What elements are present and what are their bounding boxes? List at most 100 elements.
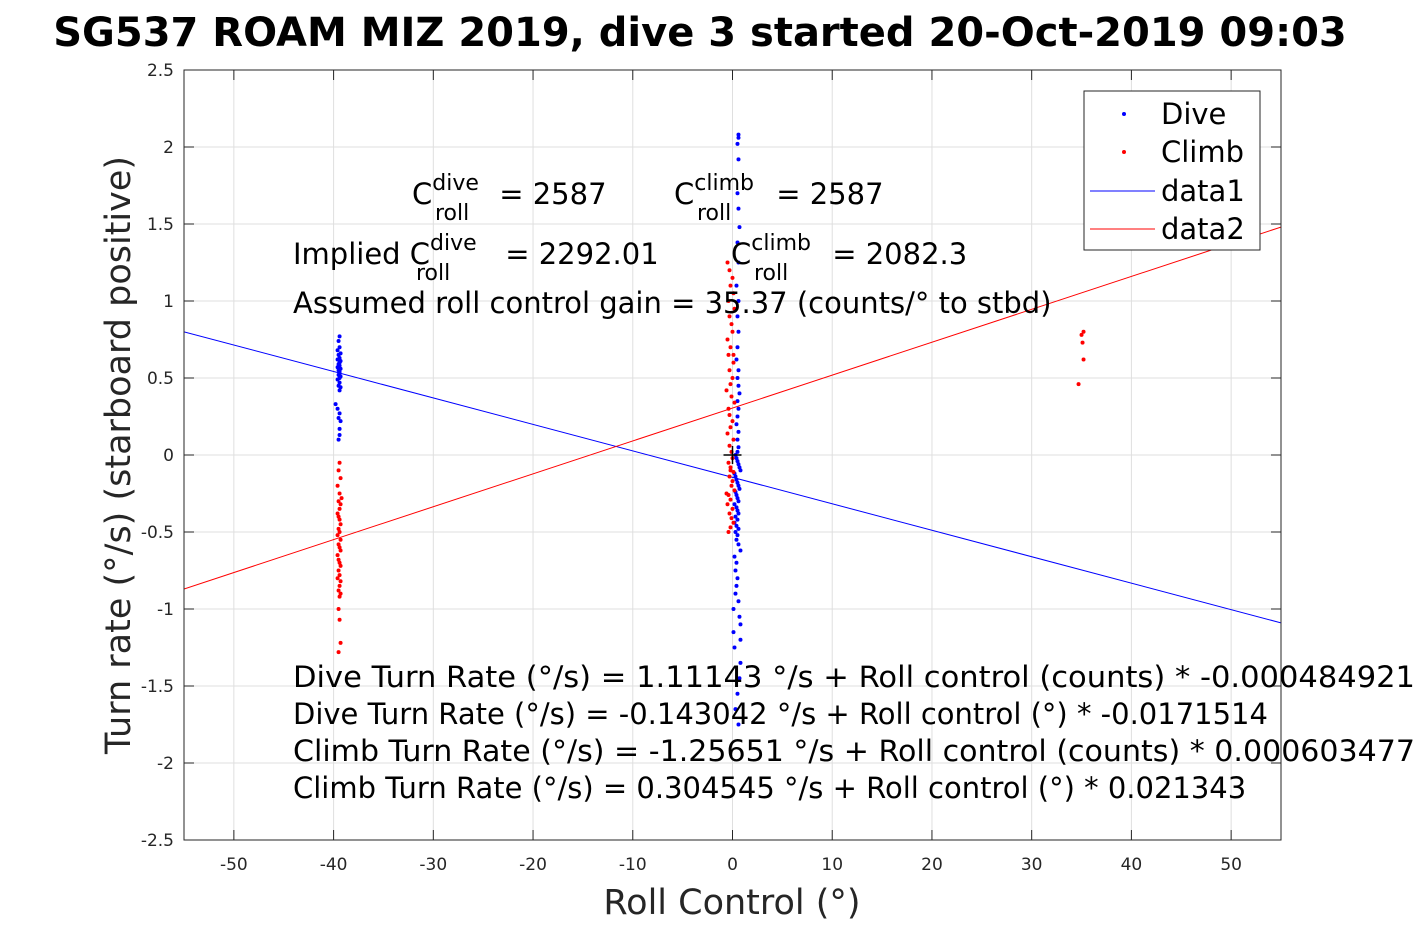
climb-point <box>337 517 342 522</box>
dive-point <box>737 465 742 470</box>
climb-point <box>731 520 736 525</box>
climb-point <box>731 360 736 365</box>
climb-point <box>732 488 737 493</box>
dive-point <box>735 480 740 485</box>
climb-point <box>336 588 341 593</box>
origin-marker <box>723 446 742 464</box>
dive-point <box>735 240 740 245</box>
climb-point <box>335 576 340 581</box>
climb-point <box>730 479 735 484</box>
climb-point <box>728 465 733 470</box>
dive-point <box>337 380 342 385</box>
climb-point <box>336 514 341 519</box>
y-tick-label: -1 <box>157 600 174 620</box>
dive-point <box>737 225 742 230</box>
climb-point <box>338 640 343 645</box>
climb-point <box>337 491 342 496</box>
dive-point <box>735 691 740 696</box>
climb-point <box>726 460 731 465</box>
legend-swatch-climb <box>1122 150 1126 154</box>
dive-point <box>336 437 341 442</box>
annotation-equation-1: Dive Turn Rate (°/s) = 1.11143 °/s + Rol… <box>293 660 1415 694</box>
climb-point <box>336 468 341 473</box>
y-tick-label: -2.5 <box>141 831 174 851</box>
climb-point <box>338 591 343 596</box>
annotation-equation-4: Climb Turn Rate (°/s) = 0.304545 °/s + R… <box>293 771 1246 805</box>
dive-point <box>731 630 736 635</box>
climb-point <box>729 516 734 521</box>
climb-point <box>732 306 737 311</box>
climb-point <box>731 437 736 442</box>
dive-point <box>732 645 737 650</box>
dive-point <box>736 429 741 434</box>
climb-point <box>727 368 732 373</box>
dive-point <box>735 414 740 419</box>
climb-point <box>725 260 730 265</box>
climb-point <box>338 548 343 553</box>
dive-point <box>735 533 740 538</box>
annotation-implied-climb-value: = 2082.3 <box>823 237 967 271</box>
dive-point <box>736 445 741 450</box>
annotation-implied-climb-sup: climb <box>751 231 811 256</box>
legend-box <box>1083 90 1261 251</box>
climb-point <box>728 468 733 473</box>
dive-point <box>733 591 738 596</box>
dive-point <box>335 365 340 370</box>
dive-point <box>738 660 743 665</box>
climb-point <box>339 496 344 501</box>
dive-point <box>736 329 741 334</box>
climb-point <box>335 553 340 558</box>
dive-point <box>736 406 741 411</box>
climb-point <box>336 526 341 531</box>
legend-label-data2: data2 <box>1161 212 1245 246</box>
x-tick-labels: -50 -40 -30 -20 -10 0 10 20 30 40 50 <box>220 855 1242 875</box>
climb-point <box>336 542 341 547</box>
annotation-implied-dive: Implied Cdive roll = 2292.01 <box>293 231 659 286</box>
annotation-equation-3: Climb Turn Rate (°/s) = -1.25651 °/s + R… <box>293 734 1415 768</box>
dive-point <box>736 462 741 467</box>
x-tick-label: -10 <box>619 855 647 875</box>
y-tick-label: 1 <box>163 292 174 312</box>
dive-point <box>337 411 342 416</box>
climb-point <box>335 483 340 488</box>
dive-point <box>734 560 739 565</box>
climb-point <box>730 506 735 511</box>
y-tick-label: 2.5 <box>147 61 174 81</box>
dive-point <box>736 132 741 137</box>
dive-point <box>337 388 342 393</box>
climb-point <box>336 499 341 504</box>
dive-point <box>737 486 742 491</box>
climb-point <box>1076 382 1081 387</box>
climb-point <box>728 382 733 387</box>
climb-point <box>728 525 733 530</box>
dive-point <box>736 368 741 373</box>
dive-point <box>736 483 741 488</box>
legend-swatch-dive <box>1122 112 1126 116</box>
x-tick-label: -40 <box>320 855 348 875</box>
dive-point <box>735 459 740 464</box>
dive-point <box>732 502 737 507</box>
dive-point <box>333 402 338 407</box>
climb-point <box>337 545 342 550</box>
dive-point <box>733 474 738 479</box>
dive-point <box>736 499 741 504</box>
dive-point <box>736 542 741 547</box>
dive-point <box>736 157 741 162</box>
dive-point <box>337 432 342 437</box>
climb-point <box>335 533 340 538</box>
dive-point <box>736 135 741 140</box>
dive-point <box>734 505 739 510</box>
dive-point <box>337 426 342 431</box>
annotation-gain: Assumed roll control gain = 35.37 (count… <box>293 286 1052 320</box>
legend: Dive Climb data1 data2 <box>1083 90 1261 251</box>
climb-point <box>337 573 342 578</box>
annotation-implied-dive-sup: dive <box>430 231 477 256</box>
dive-point <box>738 622 743 627</box>
climb-point <box>728 497 733 502</box>
y-tick-label: 1.5 <box>147 215 174 235</box>
climb-point <box>730 329 735 334</box>
climb-point <box>727 314 732 319</box>
annotation-c-dive-sup: dive <box>432 171 479 196</box>
climb-point <box>728 345 733 350</box>
